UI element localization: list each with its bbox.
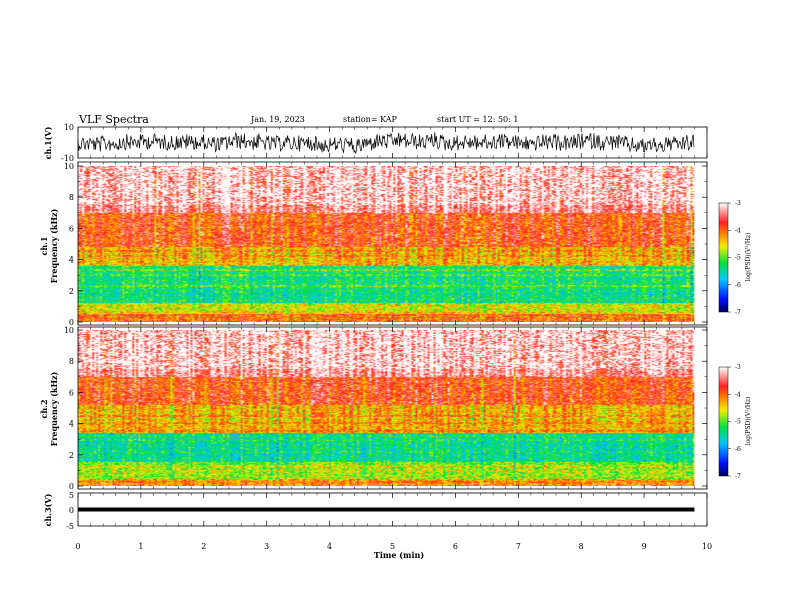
- colorbar-tick-label: -5: [735, 419, 741, 426]
- freq-tick-label: 4: [69, 420, 74, 429]
- freq-tick-label: 4: [69, 256, 74, 265]
- time-tick-label: 7: [516, 542, 521, 551]
- time-tick-label: 8: [579, 542, 584, 551]
- ch1-volt-ylabel: ch.1(V): [43, 126, 53, 159]
- colorbar-tick-label: -4: [735, 391, 741, 398]
- ch1-spectrogram-image: [78, 166, 695, 322]
- ch3-ytick-top: 5: [69, 491, 74, 500]
- ch1-spectrogram-panel: 0 2 4 6 8 10 ch.1 Frequency (kHz): [39, 161, 708, 327]
- ch1-colorbar-scale: [718, 202, 729, 313]
- colorbar-tick-label: -3: [735, 364, 741, 371]
- time-tick-label: 2: [201, 542, 206, 551]
- ch1-freq-ylabel-line2: Frequency (kHz): [49, 208, 59, 283]
- freq-tick-label: 8: [69, 193, 74, 202]
- ch1-ytick-top: 10: [64, 123, 74, 132]
- time-tick-label: 10: [702, 542, 712, 551]
- freq-tick-label: 10: [64, 162, 74, 171]
- ch1-waveform-line: [77, 132, 695, 155]
- date-label: Jan. 19, 2023: [250, 115, 305, 124]
- freq-tick-label: 0: [69, 482, 74, 491]
- time-tick-label: 1: [138, 542, 143, 551]
- time-tick-label: 0: [75, 542, 80, 551]
- ch2-freq-ticks: 0 2 4 6 8 10: [64, 326, 707, 491]
- freq-tick-label: 8: [69, 357, 74, 366]
- freq-tick-label: 2: [69, 287, 74, 296]
- ch2-freq-ylabel-line2: Frequency (kHz): [49, 371, 59, 446]
- colorbar-tick-label: -7: [735, 473, 741, 480]
- freq-tick-label: 0: [69, 318, 74, 327]
- time-axis-ticks: 0 1 2 3 4 5 6 7 8 9 10: [75, 127, 712, 551]
- time-tick-label: 6: [453, 542, 458, 551]
- colorbar-tick-label: -6: [735, 282, 741, 289]
- time-tick-label: 3: [264, 542, 269, 551]
- ch1-ytick-bottom: -10: [61, 154, 74, 163]
- figure-title: VLF Spectra: [78, 113, 149, 126]
- freq-tick-label: 6: [69, 388, 74, 397]
- ch1-colorbar-label: log(PSD)(V²/Hz): [745, 233, 752, 282]
- ch2-colorbar-label: log(PSD)(V²/Hz): [745, 397, 752, 446]
- ch2-spectrogram-image: [78, 330, 695, 486]
- colorbar-tick-label: -5: [735, 255, 741, 262]
- station-label: station= KAP: [343, 115, 398, 124]
- ch2-freq-ylabel-line1: ch.2: [39, 399, 49, 418]
- time-tick-label: 5: [390, 542, 395, 551]
- ch1-waveform-panel: 10 -10 ch.1(V): [43, 123, 708, 163]
- ch3-ylabel: ch.3(V): [43, 493, 53, 526]
- start-time-label: start UT = 12: 50: 1: [437, 115, 518, 124]
- ch3-ytick-mid: 0: [69, 506, 74, 515]
- freq-tick-label: 10: [64, 326, 74, 335]
- colorbar-tick-label: -7: [735, 309, 741, 316]
- ch2-spectrogram-panel: 0 2 4 6 8 10 ch.2 Frequency (kHz): [39, 326, 708, 491]
- ch2-colorbar: -3 -4 -5 -6 -7 log(PSD)(V²/Hz): [718, 364, 752, 480]
- ch1-colorbar: -3 -4 -5 -6 -7 log(PSD)(V²/Hz): [718, 200, 752, 316]
- time-axis-label: Time (min): [374, 550, 424, 560]
- colorbar-tick-label: -6: [735, 446, 741, 453]
- freq-tick-label: 6: [69, 224, 74, 233]
- ch2-colorbar-scale: [718, 366, 729, 477]
- ch3-ytick-bottom: -5: [66, 522, 74, 531]
- ch1-freq-ylabel-line1: ch.1: [39, 236, 49, 255]
- ch1-freq-ticks: 0 2 4 6 8 10: [64, 162, 707, 327]
- ch3-panel: 5 0 -5 ch.3(V): [43, 491, 708, 531]
- colorbar-tick-label: -3: [735, 200, 741, 207]
- ch1-colorbar-ticks: -3 -4 -5 -6 -7: [728, 200, 741, 316]
- time-tick-label: 9: [642, 542, 647, 551]
- colorbar-tick-label: -4: [735, 227, 741, 234]
- freq-tick-label: 2: [69, 451, 74, 460]
- ch2-colorbar-ticks: -3 -4 -5 -6 -7: [728, 364, 741, 480]
- ch3-signal-band: [78, 507, 695, 512]
- time-tick-label: 4: [327, 542, 332, 551]
